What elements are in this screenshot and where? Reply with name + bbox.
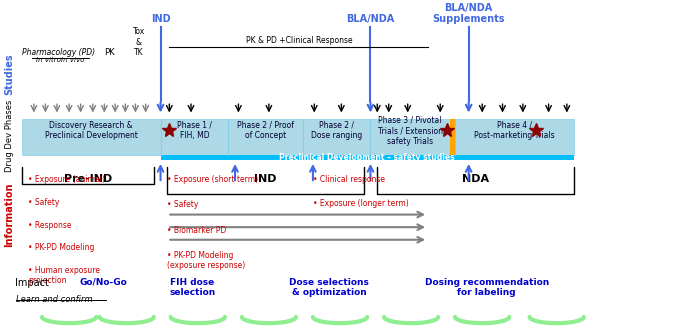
Text: • Biomarker PD: • Biomarker PD: [167, 225, 226, 234]
Text: • PK-PD Modeling: • PK-PD Modeling: [29, 243, 95, 252]
FancyBboxPatch shape: [449, 119, 455, 155]
Text: Dose selections
& optimization: Dose selections & optimization: [289, 278, 369, 297]
Text: NDA: NDA: [462, 174, 489, 184]
Text: Drug Dev Phases: Drug Dev Phases: [5, 100, 14, 172]
Text: Information: Information: [5, 182, 14, 247]
Text: In vivo: In vivo: [61, 56, 84, 62]
Text: BLA/NDA
Supplements: BLA/NDA Supplements: [432, 3, 505, 24]
Text: Phase 2 / Proof
of Concept: Phase 2 / Proof of Concept: [237, 121, 294, 140]
Text: • Safety: • Safety: [29, 198, 60, 207]
Text: FIH dose
selection: FIH dose selection: [169, 278, 216, 297]
FancyBboxPatch shape: [160, 155, 574, 160]
Text: Phase 3 / Pivotal
Trials / Extension
safety Trials: Phase 3 / Pivotal Trials / Extension saf…: [377, 116, 443, 146]
Text: IND: IND: [151, 14, 171, 24]
Text: BLA/NDA: BLA/NDA: [346, 14, 394, 24]
Text: Learn and confirm: Learn and confirm: [16, 295, 93, 304]
Text: Impact: Impact: [15, 278, 49, 288]
FancyBboxPatch shape: [22, 119, 574, 155]
Text: Pharmacology (PD): Pharmacology (PD): [22, 48, 95, 57]
Text: • Human exposure
projection: • Human exposure projection: [29, 266, 101, 285]
Text: IND: IND: [254, 174, 277, 184]
Text: Phase 2 /
Dose ranging: Phase 2 / Dose ranging: [311, 121, 362, 140]
Text: PK & PD +Clinical Response: PK & PD +Clinical Response: [246, 36, 353, 45]
Text: • PK-PD Modeling
(exposure response): • PK-PD Modeling (exposure response): [167, 251, 245, 270]
Text: In vitro: In vitro: [36, 56, 61, 62]
Text: Studies: Studies: [5, 54, 14, 95]
Text: • Safety: • Safety: [167, 200, 199, 209]
Text: • Exposure (short term): • Exposure (short term): [167, 175, 258, 184]
Text: Tox
&
TK: Tox & TK: [133, 27, 145, 57]
Text: • Exposure (longer term): • Exposure (longer term): [313, 199, 409, 208]
Text: Pre-IND: Pre-IND: [64, 174, 112, 184]
Text: Dosing recommendation
for labeling: Dosing recommendation for labeling: [424, 278, 549, 297]
Text: Preclinical Development – safety studies: Preclinical Development – safety studies: [279, 153, 455, 162]
Text: • Response: • Response: [29, 220, 72, 229]
Text: Phase 4 /
Post-marketing Trials: Phase 4 / Post-marketing Trials: [474, 121, 555, 140]
Text: PK: PK: [105, 48, 115, 57]
Text: • Clinical response: • Clinical response: [313, 175, 385, 184]
Text: Discovery Research &
Preclinical Development: Discovery Research & Preclinical Develop…: [45, 121, 137, 140]
Text: • Exposure (animal): • Exposure (animal): [29, 175, 105, 184]
Text: Go/No-Go: Go/No-Go: [80, 278, 127, 287]
Text: Phase 1 /
FIH, MD: Phase 1 / FIH, MD: [177, 121, 212, 140]
